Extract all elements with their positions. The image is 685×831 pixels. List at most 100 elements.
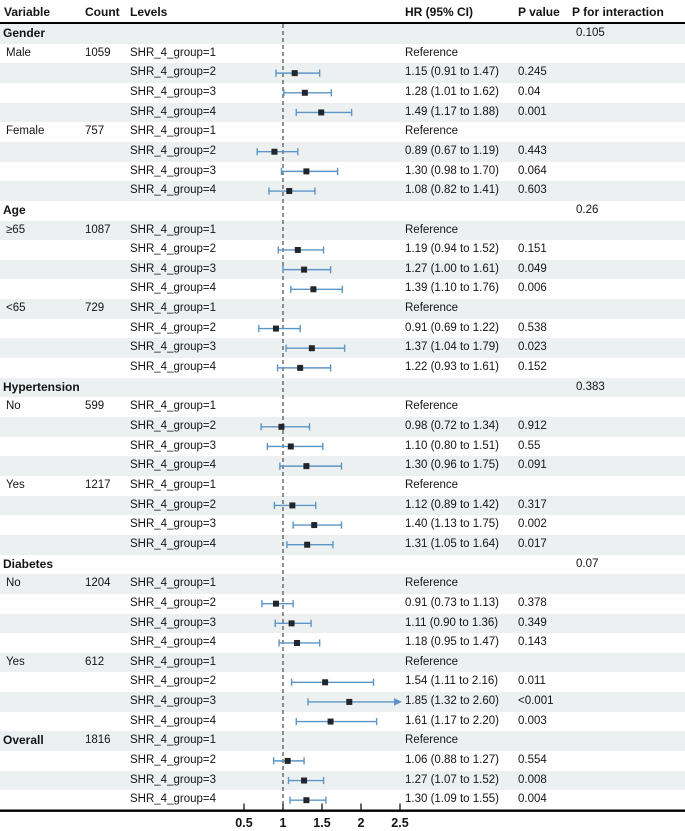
forest-data-row: SHR_4_group=3 1.10 (0.80 to 1.51) 0.55 <box>0 437 685 457</box>
subgroup-label: ≥65 <box>6 223 26 236</box>
forest-data-row: SHR_4_group=3 1.85 (1.32 to 2.60) <0.001 <box>0 692 685 712</box>
subgroup-label: No <box>6 400 21 413</box>
p-value: 0.245 <box>518 66 547 79</box>
hr-ci-value: Reference <box>405 400 459 413</box>
section-label: Diabetes <box>3 556 54 571</box>
hr-ci-value: Reference <box>405 223 459 236</box>
hr-ci-value: Reference <box>405 577 459 590</box>
level-label: SHR_4_group=4 <box>130 105 216 118</box>
p-value: 0.152 <box>518 361 547 374</box>
forest-data-row: SHR_4_group=2 0.89 (0.67 to 1.19) 0.443 <box>0 141 685 162</box>
forest-data-row: Yes 1217 SHR_4_group=1 Reference <box>0 476 685 496</box>
level-label: SHR_4_group=4 <box>130 793 216 806</box>
hr-ci-value: Reference <box>405 734 459 747</box>
forest-data-row: SHR_4_group=3 1.37 (1.04 to 1.79) 0.023 <box>0 338 685 359</box>
hr-ci-value: 1.28 (1.01 to 1.62) <box>405 85 499 98</box>
p-value: 0.443 <box>518 144 547 157</box>
level-label: SHR_4_group=2 <box>130 321 216 334</box>
level-label: SHR_4_group=4 <box>130 459 216 472</box>
hr-ci-value: 1.12 (0.89 to 1.42) <box>405 498 499 511</box>
hr-ci-value: 1.27 (1.07 to 1.52) <box>405 773 499 786</box>
p-value: 0.912 <box>518 420 547 432</box>
hr-ci-value: 1.85 (1.32 to 2.60) <box>405 695 499 708</box>
hr-ci-value: 1.31 (1.05 to 1.64) <box>405 537 499 550</box>
hr-ci-value: 1.30 (0.98 to 1.70) <box>405 164 499 177</box>
level-label: SHR_4_group=1 <box>130 400 216 413</box>
p-value: 0.378 <box>518 596 547 609</box>
level-label: SHR_4_group=3 <box>130 695 216 708</box>
p-value: 0.023 <box>518 341 547 354</box>
forest-data-row: SHR_4_group=4 1.31 (1.05 to 1.64) 0.017 <box>0 534 685 555</box>
p-value: 0.008 <box>518 773 547 786</box>
p-value: 0.554 <box>518 754 547 767</box>
hr-ci-value: 1.30 (1.09 to 1.55) <box>405 793 499 806</box>
count-value: 1087 <box>85 223 111 236</box>
hr-ci-value: 1.27 (1.00 to 1.61) <box>405 262 499 275</box>
level-label: SHR_4_group=1 <box>130 577 216 590</box>
forest-data-row: SHR_4_group=2 1.54 (1.11 to 2.16) 0.011 <box>0 672 685 692</box>
forest-data-row: SHR_4_group=4 1.49 (1.17 to 1.88) 0.001 <box>0 102 685 123</box>
forest-data-row: Yes 612 SHR_4_group=1 Reference <box>0 652 685 673</box>
subgroup-label: <65 <box>6 302 26 315</box>
subgroup-label: Female <box>6 125 45 138</box>
count-value: 612 <box>85 655 105 668</box>
level-label: SHR_4_group=3 <box>130 341 216 354</box>
hr-ci-value: 1.11 (0.90 to 1.36) <box>405 616 499 629</box>
column-header-levels: Levels <box>130 5 168 19</box>
hr-ci-value: 1.40 (1.13 to 1.75) <box>405 518 499 531</box>
forest-data-row: SHR_4_group=2 0.91 (0.69 to 1.22) 0.538 <box>0 319 685 339</box>
forest-data-row: No 1204 SHR_4_group=1 Reference <box>0 574 685 594</box>
level-label: SHR_4_group=2 <box>130 596 216 609</box>
axis-tick-label: 0.5 <box>235 816 252 830</box>
level-label: SHR_4_group=1 <box>130 655 216 668</box>
forest-data-row: SHR_4_group=3 1.11 (0.90 to 1.36) 0.349 <box>0 613 685 634</box>
hr-ci-value: 1.30 (0.96 to 1.75) <box>405 459 499 472</box>
level-label: SHR_4_group=3 <box>130 262 216 275</box>
p-value: 0.091 <box>518 459 547 472</box>
hr-ci-value: 1.06 (0.88 to 1.27) <box>405 754 499 767</box>
forest-data-row: SHR_4_group=2 1.19 (0.94 to 1.52) 0.151 <box>0 240 685 260</box>
column-header-p-interaction: P for interaction <box>572 5 664 19</box>
level-label: SHR_4_group=4 <box>130 282 216 295</box>
axis-tick-label: 2.5 <box>391 816 408 830</box>
p-interaction-value: 0.26 <box>576 203 599 216</box>
hr-ci-value: Reference <box>405 125 459 138</box>
p-value: 0.317 <box>518 498 547 511</box>
hr-ci-value: Reference <box>405 478 459 491</box>
level-label: SHR_4_group=3 <box>130 518 216 531</box>
forest-data-row: SHR_4_group=4 1.30 (1.09 to 1.55) 0.004 <box>0 790 685 810</box>
p-value: 0.349 <box>518 616 547 629</box>
level-label: SHR_4_group=4 <box>130 537 216 550</box>
count-value: 757 <box>85 125 105 138</box>
p-value: 0.006 <box>518 282 547 295</box>
forest-data-row: Female 757 SHR_4_group=1 Reference <box>0 122 685 142</box>
level-label: SHR_4_group=4 <box>130 184 216 197</box>
p-value: 0.002 <box>518 518 547 531</box>
level-label: SHR_4_group=3 <box>130 164 216 177</box>
p-value: <0.001 <box>518 695 554 708</box>
p-value: 0.004 <box>518 793 547 806</box>
level-label: SHR_4_group=1 <box>130 223 216 236</box>
axis-tick-label: 1.5 <box>313 816 330 830</box>
hr-ci-value: Reference <box>405 302 459 315</box>
hr-ci-value: 1.15 (0.91 to 1.47) <box>405 66 499 79</box>
level-label: SHR_4_group=3 <box>130 773 216 786</box>
hr-ci-value: 1.18 (0.95 to 1.47) <box>405 636 499 649</box>
hr-ci-value: 0.89 (0.67 to 1.19) <box>405 144 499 157</box>
hr-ci-value: 1.22 (0.93 to 1.61) <box>405 361 499 374</box>
level-label: SHR_4_group=1 <box>130 478 216 491</box>
column-header-variable: Variable <box>4 5 51 19</box>
level-label: SHR_4_group=2 <box>130 420 216 432</box>
p-value: 0.143 <box>518 636 547 649</box>
p-value: 0.151 <box>518 243 547 256</box>
count-value: 729 <box>85 302 105 315</box>
count-value: 1816 <box>85 734 111 747</box>
p-interaction-value: 0.105 <box>576 27 605 39</box>
forest-data-row: SHR_4_group=3 1.27 (1.00 to 1.61) 0.049 <box>0 259 685 280</box>
hr-ci-value: 1.61 (1.17 to 2.20) <box>405 714 499 727</box>
column-header-hr: HR (95% CI) <box>405 5 474 19</box>
level-label: SHR_4_group=2 <box>130 243 216 256</box>
forest-data-row: SHR_4_group=4 1.61 (1.17 to 2.20) 0.003 <box>0 712 685 732</box>
forest-data-row: SHR_4_group=4 1.18 (0.95 to 1.47) 0.143 <box>0 633 685 653</box>
